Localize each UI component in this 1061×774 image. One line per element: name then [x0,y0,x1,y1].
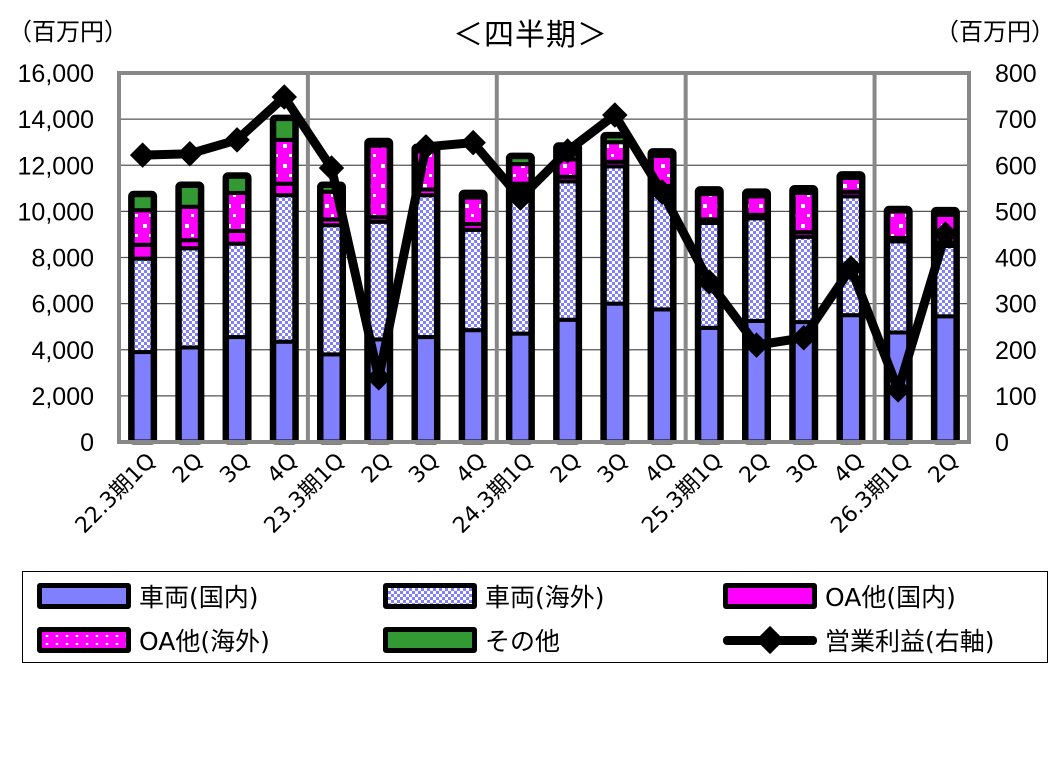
left-axis-tick: 14,000 [18,106,94,134]
x-axis-category-label: 3Q [593,449,633,489]
bar-stack [269,114,299,445]
x-axis-category-label: 3Q [404,449,444,489]
right-axis-tick: 800 [995,60,1037,88]
bar-stack [647,148,677,445]
x-axis-category-label: 22.3期1Q [71,449,161,539]
oa-domestic-swatch-icon [723,583,817,609]
diamond-marker-icon [790,325,817,351]
bar-stack [600,131,630,445]
legend-label: その他 [485,627,561,656]
x-axis-category-label: 2Q [924,449,964,489]
x-axis-category-label: 4Q [452,449,492,489]
legend: 車両(国内) 車両(海外) OA他(国内) OA他(海外) その他 営業利益(右… [22,571,1048,663]
legend-item-operating-profit: 営業利益(右軸) [723,620,995,660]
x-axis-category-label: 4Q [640,449,680,489]
legend-item-vehicle-domestic: 車両(国内) [37,576,259,616]
legend-label: 車両(国内) [139,583,259,612]
left-axis-tick: 4,000 [31,337,94,365]
x-axis-category-label: 2Q [546,449,586,489]
chart-title: ＜四半期＞ [453,18,608,53]
bar-stack [836,171,866,445]
legend-label: 車両(海外) [485,583,605,612]
diamond-marker-icon [460,129,486,156]
diamond-marker-icon [413,134,439,160]
x-axis-category-label: 4Q [829,449,869,489]
right-axis-tick: 400 [995,245,1037,273]
line-diamond-marker-icon [723,629,817,651]
bar-stack [222,172,252,445]
chart-plot: 0 2,000 4,000 6,000 8,000 10,000 12,000 14,000 1… [18,60,1037,539]
diamond-marker-icon [932,221,959,247]
bar-stack [742,188,771,445]
right-axis-tick: 300 [995,291,1037,319]
bar-stack [789,184,819,445]
oa-overseas-swatch-icon [37,627,131,653]
left-axis-tick: 6,000 [31,291,94,319]
left-axis-tick: 0 [80,429,94,457]
x-axis-category-label: 3Q [782,449,822,489]
bar-stack [553,142,583,445]
bar-stack [175,181,205,445]
right-axis-tick: 500 [995,198,1037,226]
x-axis-category-label: 2Q [168,449,208,489]
diamond-marker-icon [696,269,723,295]
diamond-marker-icon [554,138,581,164]
diamond-marker-icon [649,179,675,205]
gridlines [119,73,969,442]
bar-stack [364,137,394,445]
vehicle-overseas-swatch-icon [383,583,477,609]
x-axis-category-label: 2Q [357,449,397,489]
diamond-marker-icon [365,365,392,391]
diamond-marker-icon [743,332,770,358]
legend-label: OA他(海外) [139,627,270,656]
bar-stack [128,190,158,445]
right-axis-unit: （百万円） [935,18,1055,46]
left-axis-tick: 16,000 [18,60,94,88]
bar-stack [458,189,488,445]
vehicle-domestic-swatch-icon [37,583,131,609]
diamond-marker-icon [271,84,298,110]
x-axis-category-label: 4Q [263,449,303,489]
diamond-marker-icon [885,377,911,403]
legend-item-other: その他 [383,620,560,660]
legend-label: OA他(国内) [825,583,956,612]
left-axis-tick: 8,000 [31,245,94,273]
left-axis-tick: 12,000 [18,152,94,180]
left-axis-unit: （百万円） [8,18,128,46]
other-swatch-icon [383,627,477,653]
diamond-marker-icon [602,102,628,128]
right-axis-tick: 600 [995,152,1037,180]
legend-item-oa-domestic: OA他(国内) [723,576,956,616]
bar-stack [694,186,724,445]
right-axis-tick: 700 [995,106,1037,134]
left-axis-tick: 2,000 [31,383,94,411]
right-axis-tick: 200 [995,337,1037,365]
left-axis-tick: 10,000 [18,198,94,226]
legend-item-vehicle-overseas: 車両(海外) [383,576,605,616]
x-axis-category-label: 2Q [735,449,775,489]
legend-label: 営業利益(右軸) [825,627,995,656]
right-axis-tick: 0 [995,429,1009,457]
legend-item-oa-overseas: OA他(海外) [37,620,270,660]
bar-stack [883,205,913,445]
x-axis-category-label: 3Q [215,449,255,489]
right-axis-tick: 100 [995,383,1037,411]
diamond-marker-icon [838,255,864,281]
diamond-marker-icon [318,155,345,181]
